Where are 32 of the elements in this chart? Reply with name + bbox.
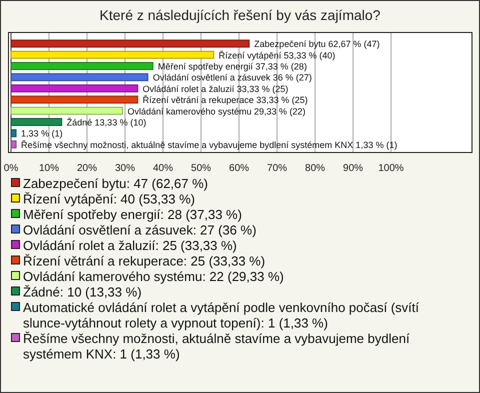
data-label: Měření spotřeby energií 37,33 % (28)	[158, 62, 307, 72]
x-tick-label: 60%	[229, 163, 250, 174]
legend-label: Ovládání osvětlení a zásuvek: 27 (36 %)	[23, 222, 256, 238]
x-tick-label: 20%	[77, 163, 98, 174]
x-tick-label: 50%	[191, 163, 212, 174]
legend-label: Řešíme všechny možnosti, aktuálně stavíme a vybavujeme bydlení systémem KNX: 1 (1,33 %)	[23, 331, 410, 362]
legend-label: Řízení vytápění: 40 (53,33 %)	[23, 192, 195, 206]
data-label: Zabezpečení bytu 62,67 % (47)	[254, 39, 380, 50]
x-tick-label: 10%	[38, 163, 60, 174]
data-label: Řešíme všechny možnosti, aktuálně stavíme a vybavujeme bydlení systémem KNX 1,33 % (1)	[21, 140, 398, 150]
legend-label: Měření spotřeby energií: 28 (37,33 %)	[23, 207, 242, 222]
data-label: Žádné 13,33 % (10)	[66, 118, 146, 128]
x-tick-label: 30%	[115, 163, 136, 174]
chart-title: Které z následujících řešení by vás zajímalo?	[100, 7, 381, 23]
data-label: Řízení větrání a rekuperace 33,33 % (25)	[142, 95, 308, 106]
data-label: 1,33 % (1)	[21, 128, 63, 139]
x-tick-label: 80%	[305, 163, 326, 174]
x-tick-label: 40%	[153, 163, 174, 174]
legend-label: Žádné: 10 (13,33 %)	[23, 284, 142, 300]
x-tick-label: 100%	[378, 163, 404, 174]
data-label: Řízení vytápění 53,33 % (40)	[218, 50, 336, 60]
data-label: Ovládání rolet a žaluzií 33,33 % (25)	[142, 84, 288, 94]
data-label: Ovládání kamerového systému 29,33 % (22)	[127, 106, 306, 116]
x-tick-label: 0%	[4, 163, 18, 174]
data-label: Ovládání osvětlení a zásuvek 36 % (27)	[152, 72, 312, 83]
x-tick-label: 70%	[267, 163, 288, 174]
legend-label: Řízení větrání a rekuperace: 25 (33,33 %)	[23, 254, 266, 268]
legend-label: Ovládání kamerového systému: 22 (29,33 %)	[23, 269, 284, 284]
legend-label: Ovládání rolet a žaluzií: 25 (33,33 %)	[23, 238, 237, 253]
x-tick-label: 90%	[343, 163, 364, 174]
legend-label: Zabezpečení bytu: 47 (62,67 %)	[23, 176, 208, 191]
legend-label: Automatické ovládání rolet a vytápění podle venkovního počasí (svítí slunce-vytáhnout rolety a vypnout topení): 1 (1,33 %)	[23, 300, 420, 330]
